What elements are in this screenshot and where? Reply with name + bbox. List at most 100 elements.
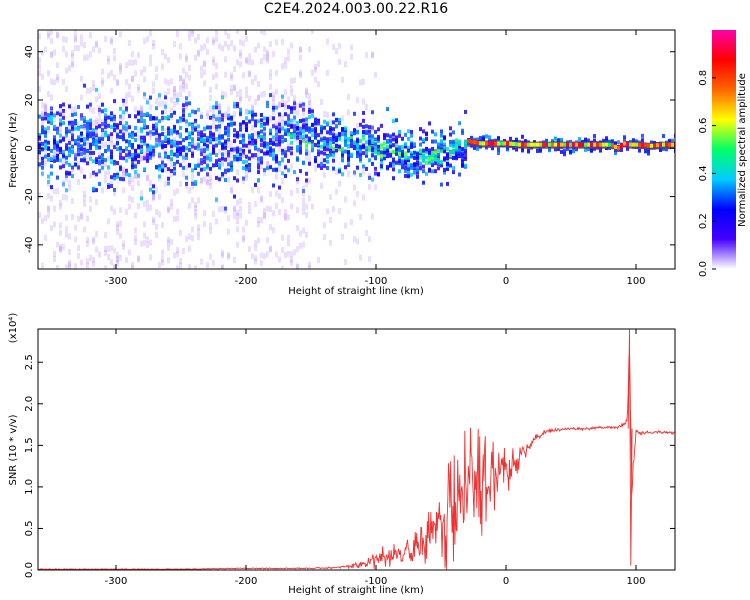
heat-cell bbox=[329, 144, 332, 149]
heat-cell bbox=[188, 122, 191, 127]
heat-cell bbox=[122, 124, 125, 131]
heat-cell bbox=[224, 178, 227, 183]
heat-cell bbox=[155, 131, 158, 138]
heat-cell bbox=[239, 122, 242, 127]
heat-cell bbox=[221, 144, 224, 149]
heat-cell bbox=[62, 158, 65, 165]
heat-cell bbox=[305, 203, 308, 210]
heat-cell bbox=[263, 132, 266, 137]
heat-cell bbox=[194, 265, 197, 269]
heat-cell bbox=[167, 155, 170, 162]
heat-cell bbox=[119, 176, 122, 181]
heat-cell bbox=[275, 173, 278, 180]
heat-cell bbox=[185, 127, 188, 132]
heat-cell bbox=[347, 160, 350, 165]
heat-cell bbox=[218, 136, 221, 141]
heat-cell bbox=[404, 132, 407, 137]
snr-frame bbox=[37, 328, 676, 571]
heat-cell bbox=[143, 66, 146, 73]
heat-cell bbox=[374, 169, 377, 176]
heat-cell bbox=[203, 148, 206, 155]
heat-cell bbox=[47, 205, 50, 212]
heat-cell bbox=[236, 218, 239, 225]
heat-cell bbox=[110, 38, 113, 45]
heat-cell bbox=[293, 106, 296, 111]
heat-cell bbox=[308, 161, 311, 166]
heat-cell bbox=[665, 142, 668, 147]
heat-cell bbox=[302, 209, 305, 216]
heat-cell bbox=[62, 45, 65, 52]
heat-cell bbox=[203, 149, 206, 154]
heat-cell bbox=[206, 165, 209, 170]
heat-cell bbox=[152, 116, 155, 121]
heat-cell bbox=[149, 60, 152, 67]
heat-cell bbox=[278, 101, 281, 108]
heat-cell bbox=[149, 130, 152, 137]
heat-cell bbox=[125, 170, 128, 177]
heat-cell bbox=[122, 132, 125, 137]
heat-cell bbox=[302, 118, 305, 123]
heat-cell bbox=[242, 72, 245, 79]
heat-cell bbox=[83, 140, 86, 145]
heat-cell bbox=[242, 139, 245, 144]
heat-cell bbox=[623, 141, 626, 146]
heat-cell bbox=[44, 134, 47, 139]
heat-cell bbox=[122, 128, 125, 135]
heat-cell bbox=[605, 136, 608, 141]
heat-cell bbox=[272, 105, 275, 110]
heat-cell bbox=[269, 165, 272, 170]
heat-cell bbox=[158, 152, 161, 157]
x-tick-label: 100 bbox=[626, 576, 645, 587]
heat-cell bbox=[293, 99, 296, 106]
heat-cell bbox=[437, 148, 440, 153]
heat-cell bbox=[314, 63, 317, 70]
heat-cell bbox=[38, 144, 41, 149]
heat-cell bbox=[302, 137, 305, 144]
heat-cell bbox=[260, 143, 263, 148]
heat-cell bbox=[143, 167, 146, 172]
heat-cell bbox=[83, 137, 86, 142]
heat-cell bbox=[317, 257, 320, 264]
heat-cell bbox=[302, 139, 305, 144]
heat-cell bbox=[320, 182, 323, 189]
heat-cell bbox=[104, 131, 107, 136]
heat-cell bbox=[230, 89, 233, 96]
heat-cell bbox=[200, 167, 203, 172]
heat-cell bbox=[182, 103, 185, 108]
heat-cell bbox=[290, 90, 293, 97]
heat-cell bbox=[191, 153, 194, 158]
heat-cell bbox=[41, 147, 44, 152]
heat-cell bbox=[254, 153, 257, 158]
heat-cell bbox=[359, 254, 362, 261]
heat-cell bbox=[74, 153, 77, 158]
heat-cell bbox=[305, 231, 308, 238]
heat-cell bbox=[119, 115, 122, 122]
heat-cell bbox=[281, 119, 284, 126]
heat-cell bbox=[125, 153, 128, 158]
heat-cell bbox=[380, 164, 383, 169]
heat-cell bbox=[356, 122, 359, 129]
heat-cell bbox=[95, 125, 98, 130]
heat-cell bbox=[209, 157, 212, 162]
heat-cell bbox=[65, 264, 68, 269]
heat-cell bbox=[155, 66, 158, 73]
heat-cell bbox=[131, 162, 134, 167]
heat-cell bbox=[353, 184, 356, 191]
heat-cell bbox=[416, 162, 419, 167]
heat-cell bbox=[431, 146, 434, 151]
heat-cell bbox=[230, 72, 233, 79]
heat-cell bbox=[263, 143, 266, 148]
heat-cell bbox=[281, 151, 284, 156]
heat-cell bbox=[368, 139, 371, 144]
heat-cell bbox=[557, 146, 560, 151]
heat-cell bbox=[275, 133, 278, 138]
heat-cell bbox=[359, 149, 362, 154]
heat-cell bbox=[299, 242, 302, 249]
heat-cell bbox=[368, 145, 371, 150]
heat-cell bbox=[233, 205, 236, 212]
heat-cell bbox=[374, 129, 377, 134]
heat-cell bbox=[287, 240, 290, 247]
heat-cell bbox=[266, 251, 269, 258]
heat-cell bbox=[272, 136, 275, 143]
heat-cell bbox=[191, 137, 194, 142]
